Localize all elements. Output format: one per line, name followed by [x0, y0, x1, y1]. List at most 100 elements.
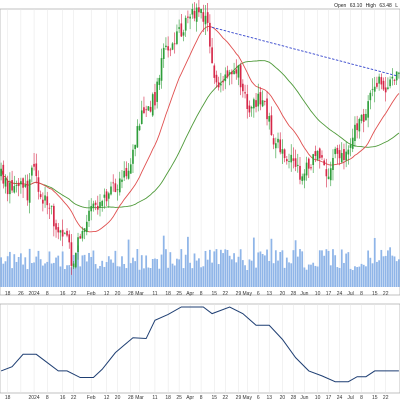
candle-body [279, 139, 282, 153]
volume-bar [398, 259, 400, 287]
volume-bar [103, 266, 106, 287]
candle-body [272, 138, 275, 145]
volume-bar [50, 263, 53, 287]
volume-bar [371, 263, 374, 287]
candle-body [101, 200, 104, 207]
candle-body [22, 178, 24, 188]
candle-body [244, 92, 246, 94]
volume-bar [191, 268, 194, 287]
volume-bar [318, 250, 321, 287]
volume-bar [22, 264, 24, 287]
x-tick-label: 16 [60, 395, 66, 400]
volume-bar [338, 267, 341, 287]
volume-bar [310, 264, 312, 287]
volume-bar [147, 267, 150, 287]
candle-body [373, 86, 376, 92]
volume-bar [209, 249, 211, 287]
candle-body [123, 170, 126, 178]
volume-bar [301, 251, 304, 287]
candle-body [395, 71, 398, 81]
x-tick-label: Mar [135, 395, 144, 400]
volume-bar [224, 249, 227, 287]
volume-bar [105, 262, 108, 287]
candle-body [140, 110, 143, 124]
candle-body [42, 199, 44, 204]
candle-body [292, 158, 295, 161]
volume-bar [99, 266, 101, 287]
volume-bar [180, 249, 183, 287]
high-label: High [365, 3, 376, 9]
candle-body [92, 203, 95, 208]
volume-bar [354, 266, 356, 287]
x-tick-label: 22 [222, 291, 228, 297]
candle-body [0, 168, 2, 177]
volume-bar [358, 266, 361, 287]
candle-body [217, 82, 220, 88]
volume-bar [136, 249, 139, 287]
volume-bar [200, 267, 202, 287]
volume-bar [77, 245, 79, 287]
candle-body [362, 113, 365, 122]
volume-bar [26, 269, 29, 287]
candle-body [171, 43, 174, 50]
candle-body [226, 70, 229, 78]
candle-body [35, 163, 38, 177]
x-tick-label: 22 [71, 291, 77, 297]
x-tick-label: 18 [5, 291, 11, 297]
x-tick-label: 17 [326, 395, 332, 400]
volume-bar [145, 255, 148, 287]
candle-body [283, 149, 286, 159]
volume-bar [30, 263, 33, 287]
volume-bar [52, 262, 55, 287]
moving-average-fast [0, 26, 400, 233]
price-panel-frame [0, 8, 400, 296]
volume-bar [343, 262, 345, 287]
candle-body [318, 148, 321, 159]
candle-body [376, 82, 378, 87]
x-tick-label: 2024 [29, 291, 40, 297]
candle-body [246, 94, 249, 110]
volume-bar [248, 259, 251, 287]
candle-body [147, 106, 150, 111]
x-tick-label: 28 [291, 291, 297, 297]
candle-body [345, 151, 347, 161]
candle-body [74, 252, 77, 268]
volume-bar [143, 268, 145, 287]
candle-body [393, 79, 396, 81]
x-tick-label: 8 [46, 291, 49, 297]
volume-bar [321, 250, 323, 287]
x-tick-label: 22 [71, 395, 77, 400]
volume-bar [252, 237, 255, 287]
volume-bar [312, 262, 315, 287]
candle-body [294, 158, 297, 167]
candle-body [347, 149, 350, 155]
candle-body [81, 231, 84, 239]
x-tick-label: Apr [186, 395, 194, 400]
volume-bar [349, 268, 352, 287]
volume-bar [228, 255, 231, 287]
x-tick-label: 22 [383, 291, 389, 297]
volume-bar [393, 256, 396, 287]
open-label: Open [334, 3, 347, 9]
candle-body [202, 12, 205, 22]
x-tick-label: 8 [200, 291, 203, 297]
volume-bar [389, 247, 391, 287]
candle-body [61, 229, 64, 237]
candle-body [213, 65, 216, 78]
volume-bar [37, 250, 40, 287]
volume-bar [367, 250, 370, 287]
volume-bar [41, 265, 44, 287]
x-tick-label: 15 [212, 291, 218, 297]
candle-body [228, 72, 231, 75]
volume-bar [274, 250, 277, 287]
volume-bar [314, 265, 317, 287]
volume-bar [332, 249, 334, 287]
candle-body [26, 180, 29, 201]
volume-bar [90, 256, 93, 287]
volume-bar [184, 254, 187, 287]
x-tick-label: 15 [372, 291, 378, 297]
volume-bar [268, 260, 271, 287]
volume-bar [369, 257, 372, 287]
candle-body [336, 147, 339, 154]
